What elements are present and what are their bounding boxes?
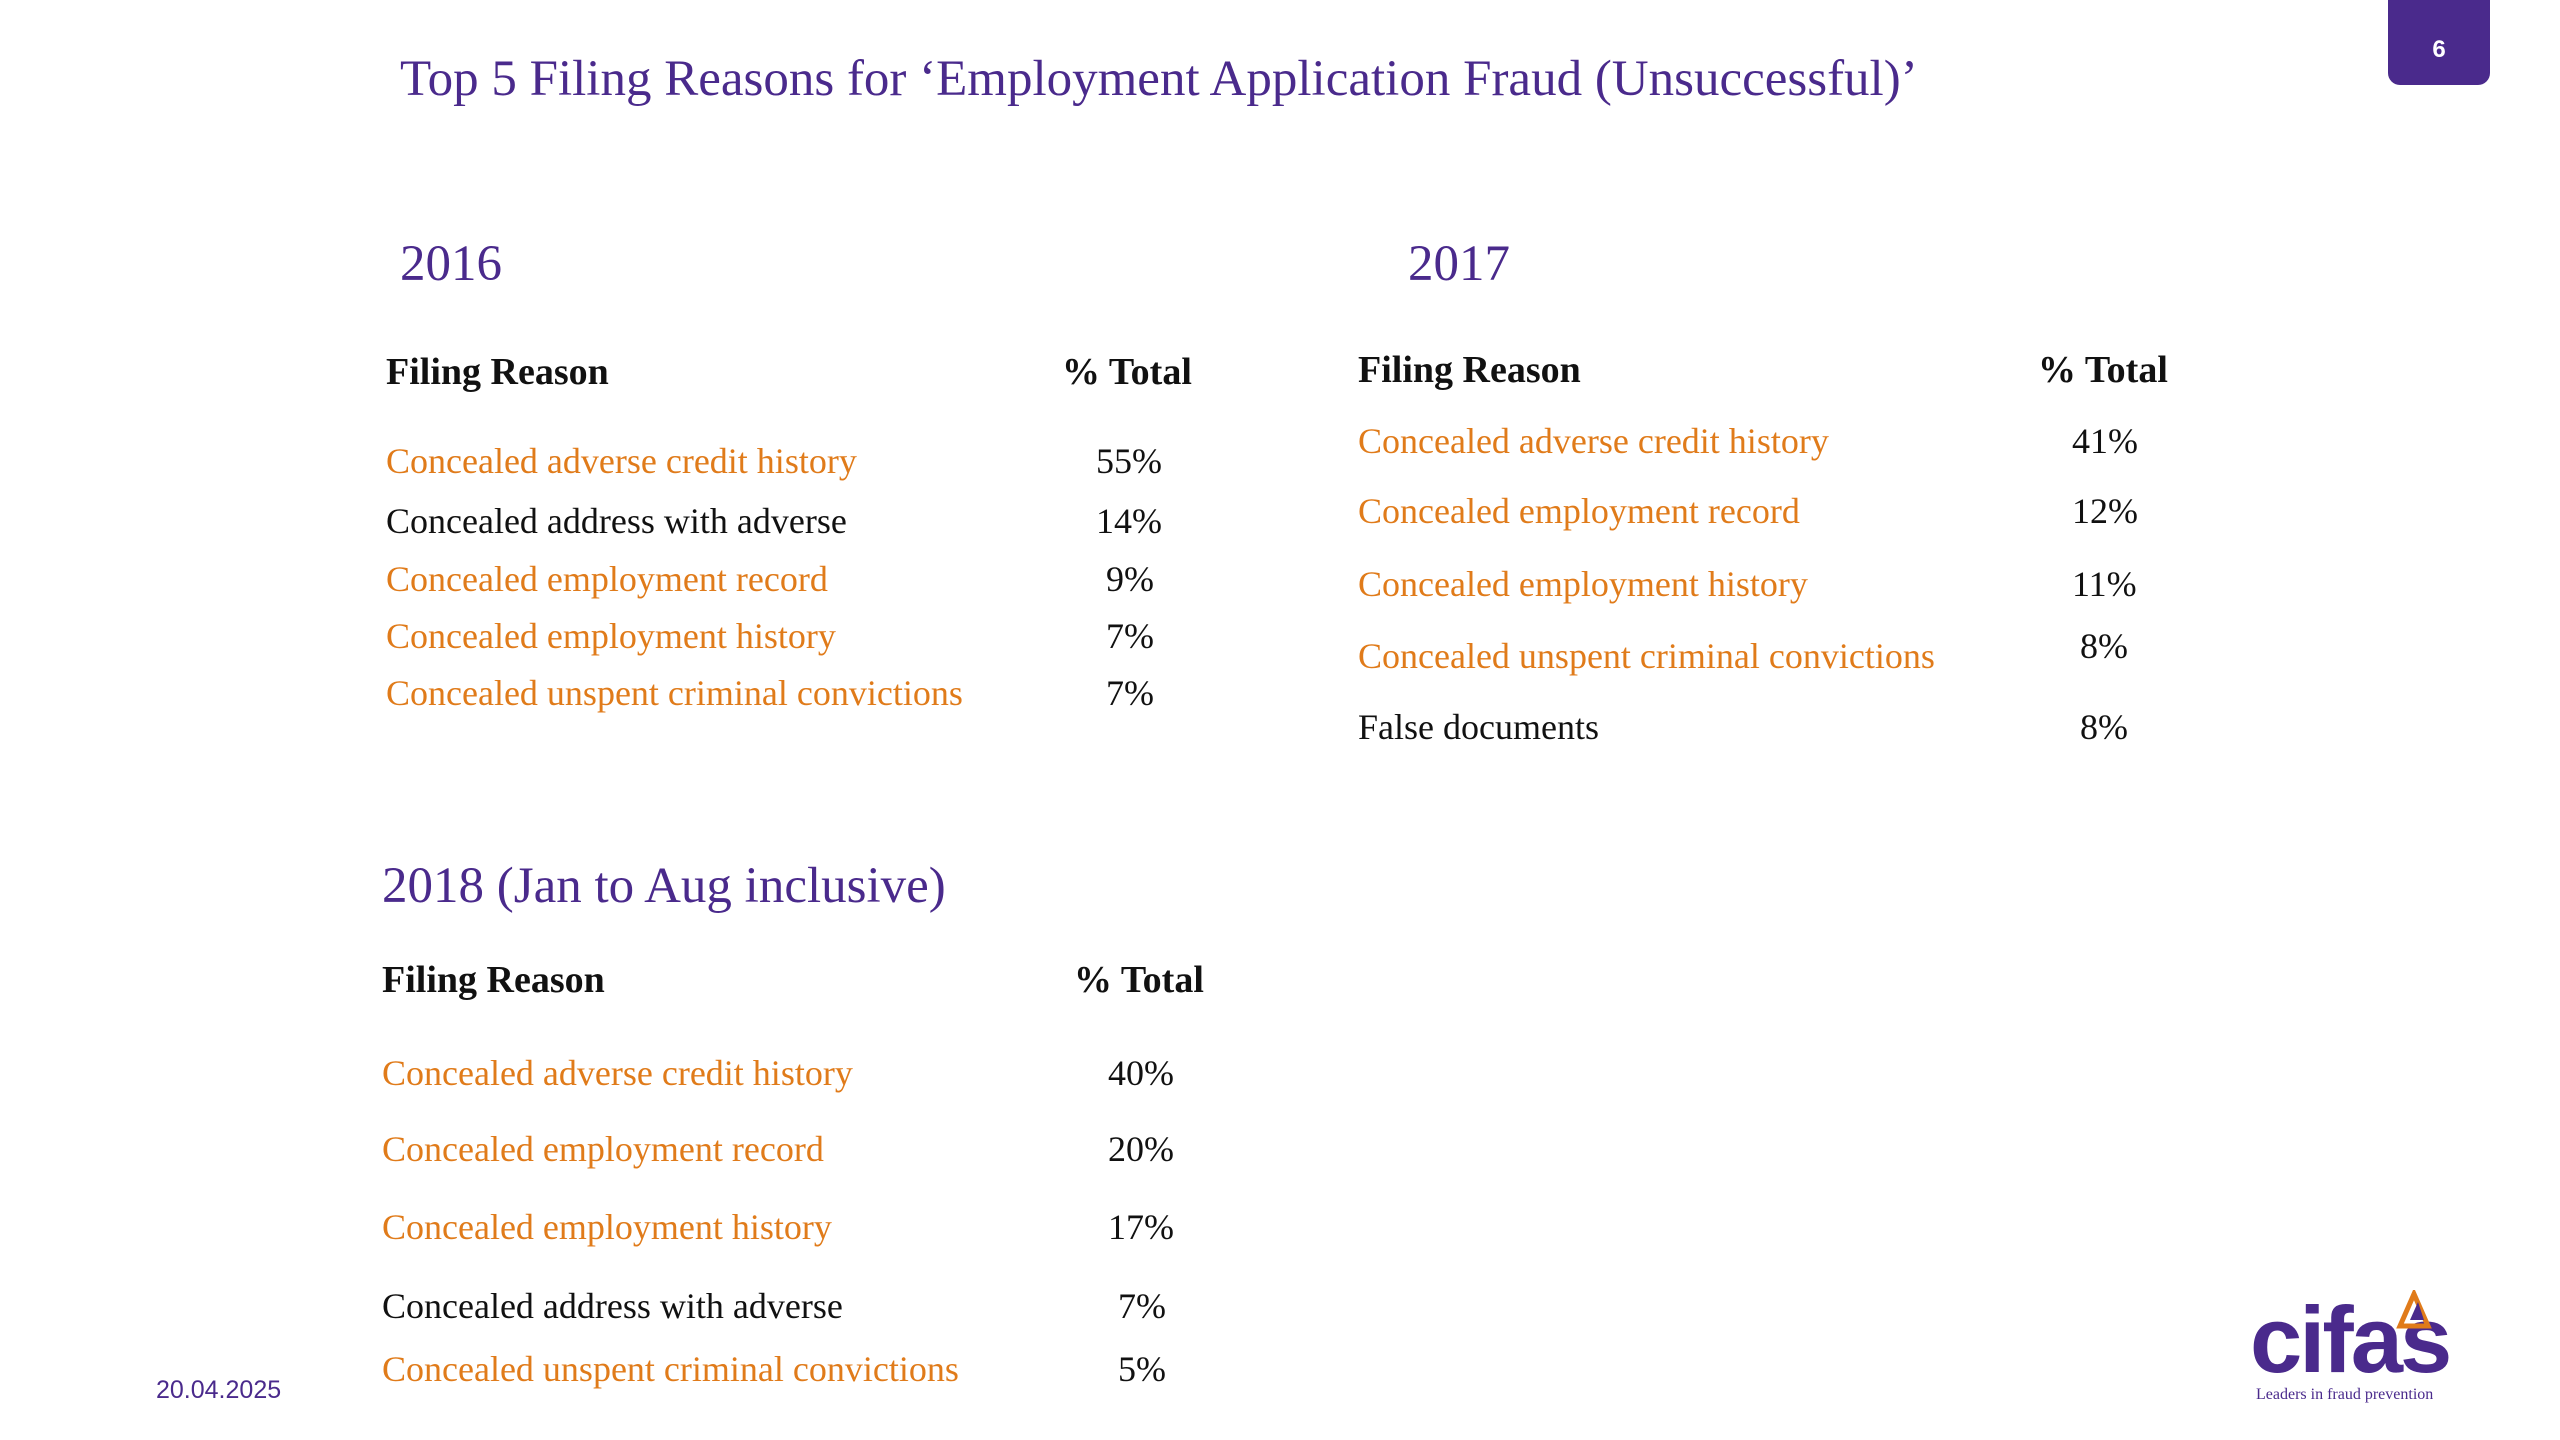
row-reason: Concealed address with adverse [382, 1286, 843, 1326]
row-reason: Concealed employment record [382, 1129, 824, 1169]
row-reason: Concealed employment history [1358, 564, 1808, 604]
column-header-pct: % Total [1062, 351, 1192, 393]
row-pct: 40% [1108, 1053, 1174, 1093]
row-reason: Concealed employment record [386, 559, 828, 599]
column-header-pct: % Total [1074, 959, 1204, 1001]
slide-title: Top 5 Filing Reasons for ‘Employment App… [400, 51, 1918, 107]
row-reason: Concealed unspent criminal convictions [1358, 636, 1935, 676]
row-pct: 55% [1096, 441, 1162, 481]
row-pct: 7% [1106, 616, 1154, 656]
row-reason: Concealed employment history [382, 1207, 832, 1247]
row-pct: 41% [2072, 421, 2138, 461]
row-pct: 7% [1118, 1286, 1166, 1326]
row-reason: Concealed adverse credit history [382, 1053, 853, 1093]
row-pct: 20% [1108, 1129, 1174, 1169]
year-heading: 2016 [400, 236, 502, 292]
logo-tagline: Leaders in fraud prevention [2256, 1386, 2434, 1403]
column-header-reason: Filing Reason [1358, 349, 1581, 391]
row-pct: 17% [1108, 1207, 1174, 1247]
row-reason: Concealed address with adverse [386, 501, 847, 541]
row-pct: 12% [2072, 491, 2138, 531]
footer-date: 20.04.2025 [156, 1376, 282, 1404]
column-header-reason: Filing Reason [386, 351, 609, 393]
row-pct: 9% [1106, 559, 1154, 599]
column-header-reason: Filing Reason [382, 959, 605, 1001]
row-reason: Concealed employment record [1358, 491, 1800, 531]
row-reason: False documents [1358, 707, 1599, 747]
row-pct: 14% [1096, 501, 1162, 541]
row-reason: Concealed unspent criminal convictions [382, 1349, 959, 1389]
row-pct: 8% [2080, 626, 2128, 666]
row-reason: Concealed employment history [386, 616, 836, 656]
logo-triangle-icon [2396, 1290, 2432, 1329]
year-heading: 2018 (Jan to Aug inclusive) [382, 858, 946, 914]
row-pct: 8% [2080, 707, 2128, 747]
row-pct: 11% [2072, 564, 2137, 604]
row-reason: Concealed unspent criminal convictions [386, 673, 963, 713]
year-heading: 2017 [1408, 236, 1510, 292]
row-pct: 7% [1106, 673, 1154, 713]
row-pct: 5% [1118, 1349, 1166, 1389]
row-reason: Concealed adverse credit history [1358, 421, 1829, 461]
row-reason: Concealed adverse credit history [386, 441, 857, 481]
column-header-pct: % Total [2038, 349, 2168, 391]
cifas-logo: cifas Leaders in fraud prevention [2250, 1290, 2510, 1410]
page-number-badge: 6 [2388, 0, 2490, 85]
